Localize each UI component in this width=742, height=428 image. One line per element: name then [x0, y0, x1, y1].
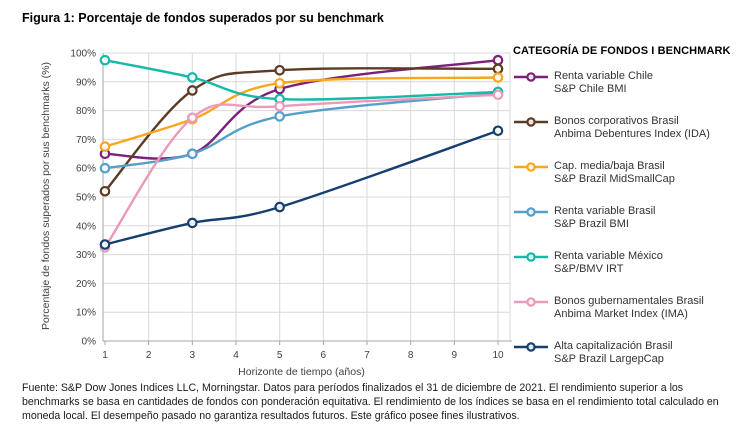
legend-item-7: Alta capitalización Brasil S&P Brazil Lar… — [513, 340, 741, 366]
data-point-marker — [492, 63, 504, 75]
data-point-marker — [492, 89, 504, 101]
source-note: Fuente: S&P Dow Jones Indices LLC, Morni… — [22, 382, 719, 423]
figure-title: Figura 1: Porcentaje de fondos superados… — [22, 11, 384, 25]
legend-line-marker-icon — [514, 117, 548, 127]
legend-line-marker-icon — [514, 72, 548, 82]
legend-category-name: Bonos gubernamentales Brasil — [554, 295, 704, 307]
legend-line-marker-icon — [514, 207, 548, 217]
chart-svg: 0% 10% 20% 30% 40% 50% 60% 70% 80% 90% 100% 1 2 3 4 5 6 7… — [70, 49, 512, 378]
series-7 — [99, 125, 504, 250]
legend-category-name: Renta variable Brasil — [554, 205, 656, 217]
data-point-marker — [99, 185, 111, 197]
data-point-marker — [274, 100, 285, 112]
data-point-marker — [99, 239, 111, 250]
x-tick-label: 7 — [364, 350, 370, 361]
y-tick-label: 80% — [76, 106, 96, 117]
x-tick-label: 4 — [233, 350, 239, 361]
legend-item-5: Renta variable México S&P/BMV IRT — [513, 250, 741, 276]
legend-line-marker-icon — [514, 297, 548, 307]
y-tick-label: 10% — [76, 308, 96, 319]
x-tick-labels: 1 2 3 4 5 6 7 8 9 10 — [102, 341, 504, 361]
y-tick-label: 30% — [76, 250, 96, 261]
data-point-marker — [274, 64, 285, 76]
legend-line-marker-icon — [514, 162, 548, 172]
legend-line-marker-icon — [514, 342, 548, 352]
legend-label: Bonos corporativos Brasil Anbima Debentur… — [554, 115, 710, 141]
legend-label: Renta variable Chile S&P Chile BMI — [554, 70, 653, 96]
legend-label: Renta variable Brasil S&P Brazil BMI — [554, 205, 656, 231]
data-point-marker — [187, 112, 198, 124]
legend-item-1: Renta variable Chile S&P Chile BMI — [513, 70, 741, 96]
series-2 — [99, 63, 504, 197]
data-point-marker — [187, 148, 198, 160]
data-point-marker — [274, 77, 285, 89]
legend-benchmark-name: S&P Brazil BMI — [554, 218, 629, 230]
data-point-marker — [99, 54, 111, 66]
x-tick-label: 1 — [102, 350, 108, 361]
legend-category-name: Renta variable México — [554, 250, 663, 262]
series-5 — [99, 54, 504, 105]
legend-benchmark-name: Anbima Market Index (IMA) — [554, 308, 688, 320]
legend-benchmark-name: S&P Brazil LargepCap — [554, 353, 664, 365]
legend-label: Cap. media/baja Brasil S&P Brazil MidSmal… — [554, 160, 675, 186]
legend-item-6: Bonos gubernamentales Brasil Anbima Marke… — [513, 295, 741, 321]
legend-benchmark-name: S&P Brazil MidSmallCap — [554, 173, 675, 185]
y-tick-label: 40% — [76, 221, 96, 232]
y-tick-label: 100% — [70, 49, 96, 60]
data-point-marker — [274, 111, 285, 122]
data-point-marker — [187, 85, 198, 96]
data-point-marker — [187, 217, 198, 229]
data-point-marker — [99, 162, 111, 174]
x-tick-label: 3 — [190, 350, 196, 361]
x-tick-label: 9 — [452, 350, 458, 361]
legend-label: Alta capitalización Brasil S&P Brazil Lar… — [554, 340, 673, 366]
x-tick-label: 10 — [492, 350, 504, 361]
legend-benchmark-name: Anbima Debentures Index (IDA) — [554, 128, 710, 140]
x-tick-label: 6 — [321, 350, 327, 361]
x-tick-label: 8 — [408, 350, 414, 361]
series-6 — [99, 89, 504, 253]
legend-line-marker-icon — [514, 252, 548, 262]
y-tick-label: 20% — [76, 279, 96, 290]
axes — [102, 53, 512, 342]
data-point-marker — [492, 54, 504, 66]
legend-item-4: Renta variable Brasil S&P Brazil BMI — [513, 205, 741, 231]
data-point-marker — [492, 72, 504, 83]
legend-item-3: Cap. media/baja Brasil S&P Brazil MidSmal… — [513, 160, 741, 186]
data-point-marker — [99, 141, 111, 152]
y-tick-label: 70% — [76, 135, 96, 146]
x-axis-title: Horizonte de tiempo (años) — [238, 366, 365, 378]
legend-label: Bonos gubernamentales Brasil Anbima Marke… — [554, 295, 704, 321]
data-point-marker — [187, 72, 198, 83]
x-tick-label: 2 — [146, 350, 152, 361]
y-tick-label: 50% — [76, 193, 96, 204]
y-tick-labels: 0% 10% 20% 30% 40% 50% 60% 70% 80% 90% 100% — [70, 49, 96, 348]
legend-item-2: Bonos corporativos Brasil Anbima Debentur… — [513, 115, 741, 141]
legend-category-name: Alta capitalización Brasil — [554, 340, 673, 352]
legend-category-name: Renta variable Chile — [554, 70, 654, 82]
legend-benchmark-name: S&P Chile BMI — [554, 83, 627, 95]
legend-label: Renta variable México S&P/BMV IRT — [554, 250, 663, 276]
legend-benchmark-name: S&P/BMV IRT — [554, 263, 624, 275]
gridlines — [103, 52, 511, 341]
legend-category-name: Bonos corporativos Brasil — [554, 115, 679, 127]
x-tick-label: 5 — [277, 350, 283, 361]
legend-category-name: Cap. media/baja Brasil — [554, 160, 665, 172]
legend-title: CATEGORÍA DE FONDOS I BENCHMARK — [513, 45, 731, 57]
y-tick-label: 60% — [76, 164, 96, 175]
legend-items: Renta variable Chile S&P Chile BMI Bonos c… — [513, 70, 741, 366]
y-tick-label: 0% — [82, 337, 97, 348]
data-point-marker — [492, 125, 504, 137]
legend: CATEGORÍA DE FONDOS I BENCHMARK Renta va… — [513, 45, 741, 385]
data-point-marker — [274, 201, 285, 213]
y-tick-label: 90% — [76, 77, 96, 88]
